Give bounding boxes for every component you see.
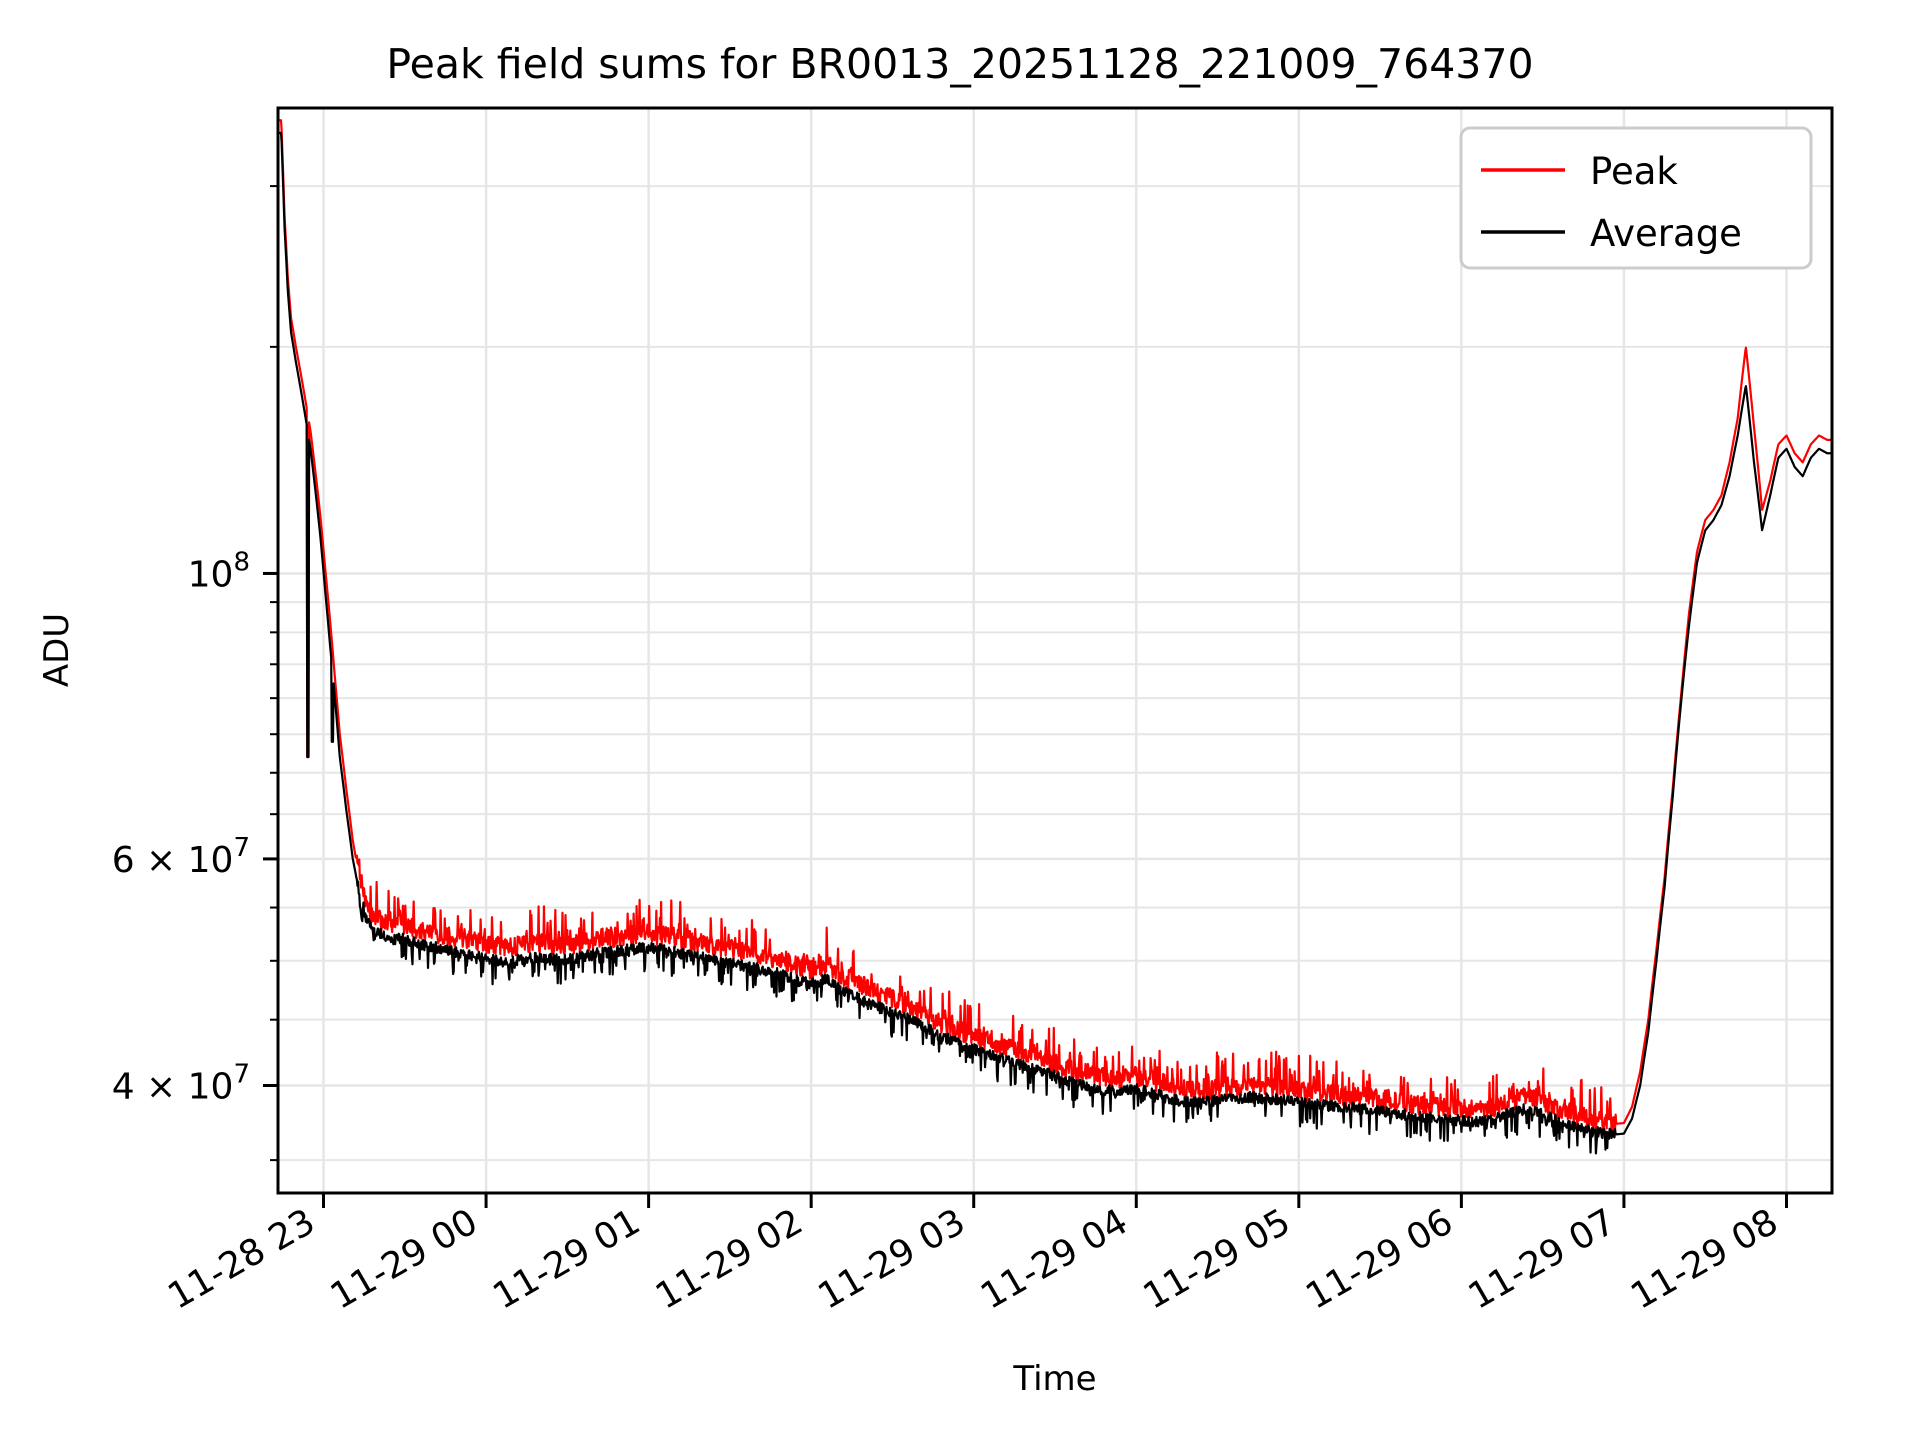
y-tick-label: 4 × 107	[112, 1059, 250, 1107]
x-axis-label: Time	[1012, 1359, 1096, 1399]
legend-label-peak: Peak	[1590, 150, 1678, 193]
chart-title: Peak field sums for BR0013_20251128_2210…	[386, 40, 1533, 88]
series-line-average	[278, 131, 1832, 1155]
legend-label-average: Average	[1590, 212, 1742, 255]
plot-frame	[276, 106, 1834, 1195]
y-axis-ticks: 4 × 107 6 × 107 108	[112, 185, 278, 1162]
legend[interactable]: Peak Average	[1459, 126, 1813, 270]
y-axis-label: ADU	[37, 613, 77, 687]
y-tick-label: 108	[188, 547, 250, 595]
data-series-group	[278, 119, 1832, 1155]
y-tick-label: 6 × 107	[112, 833, 250, 881]
grid-major-lines	[278, 108, 1832, 1193]
plot-area-background	[278, 108, 1832, 1193]
